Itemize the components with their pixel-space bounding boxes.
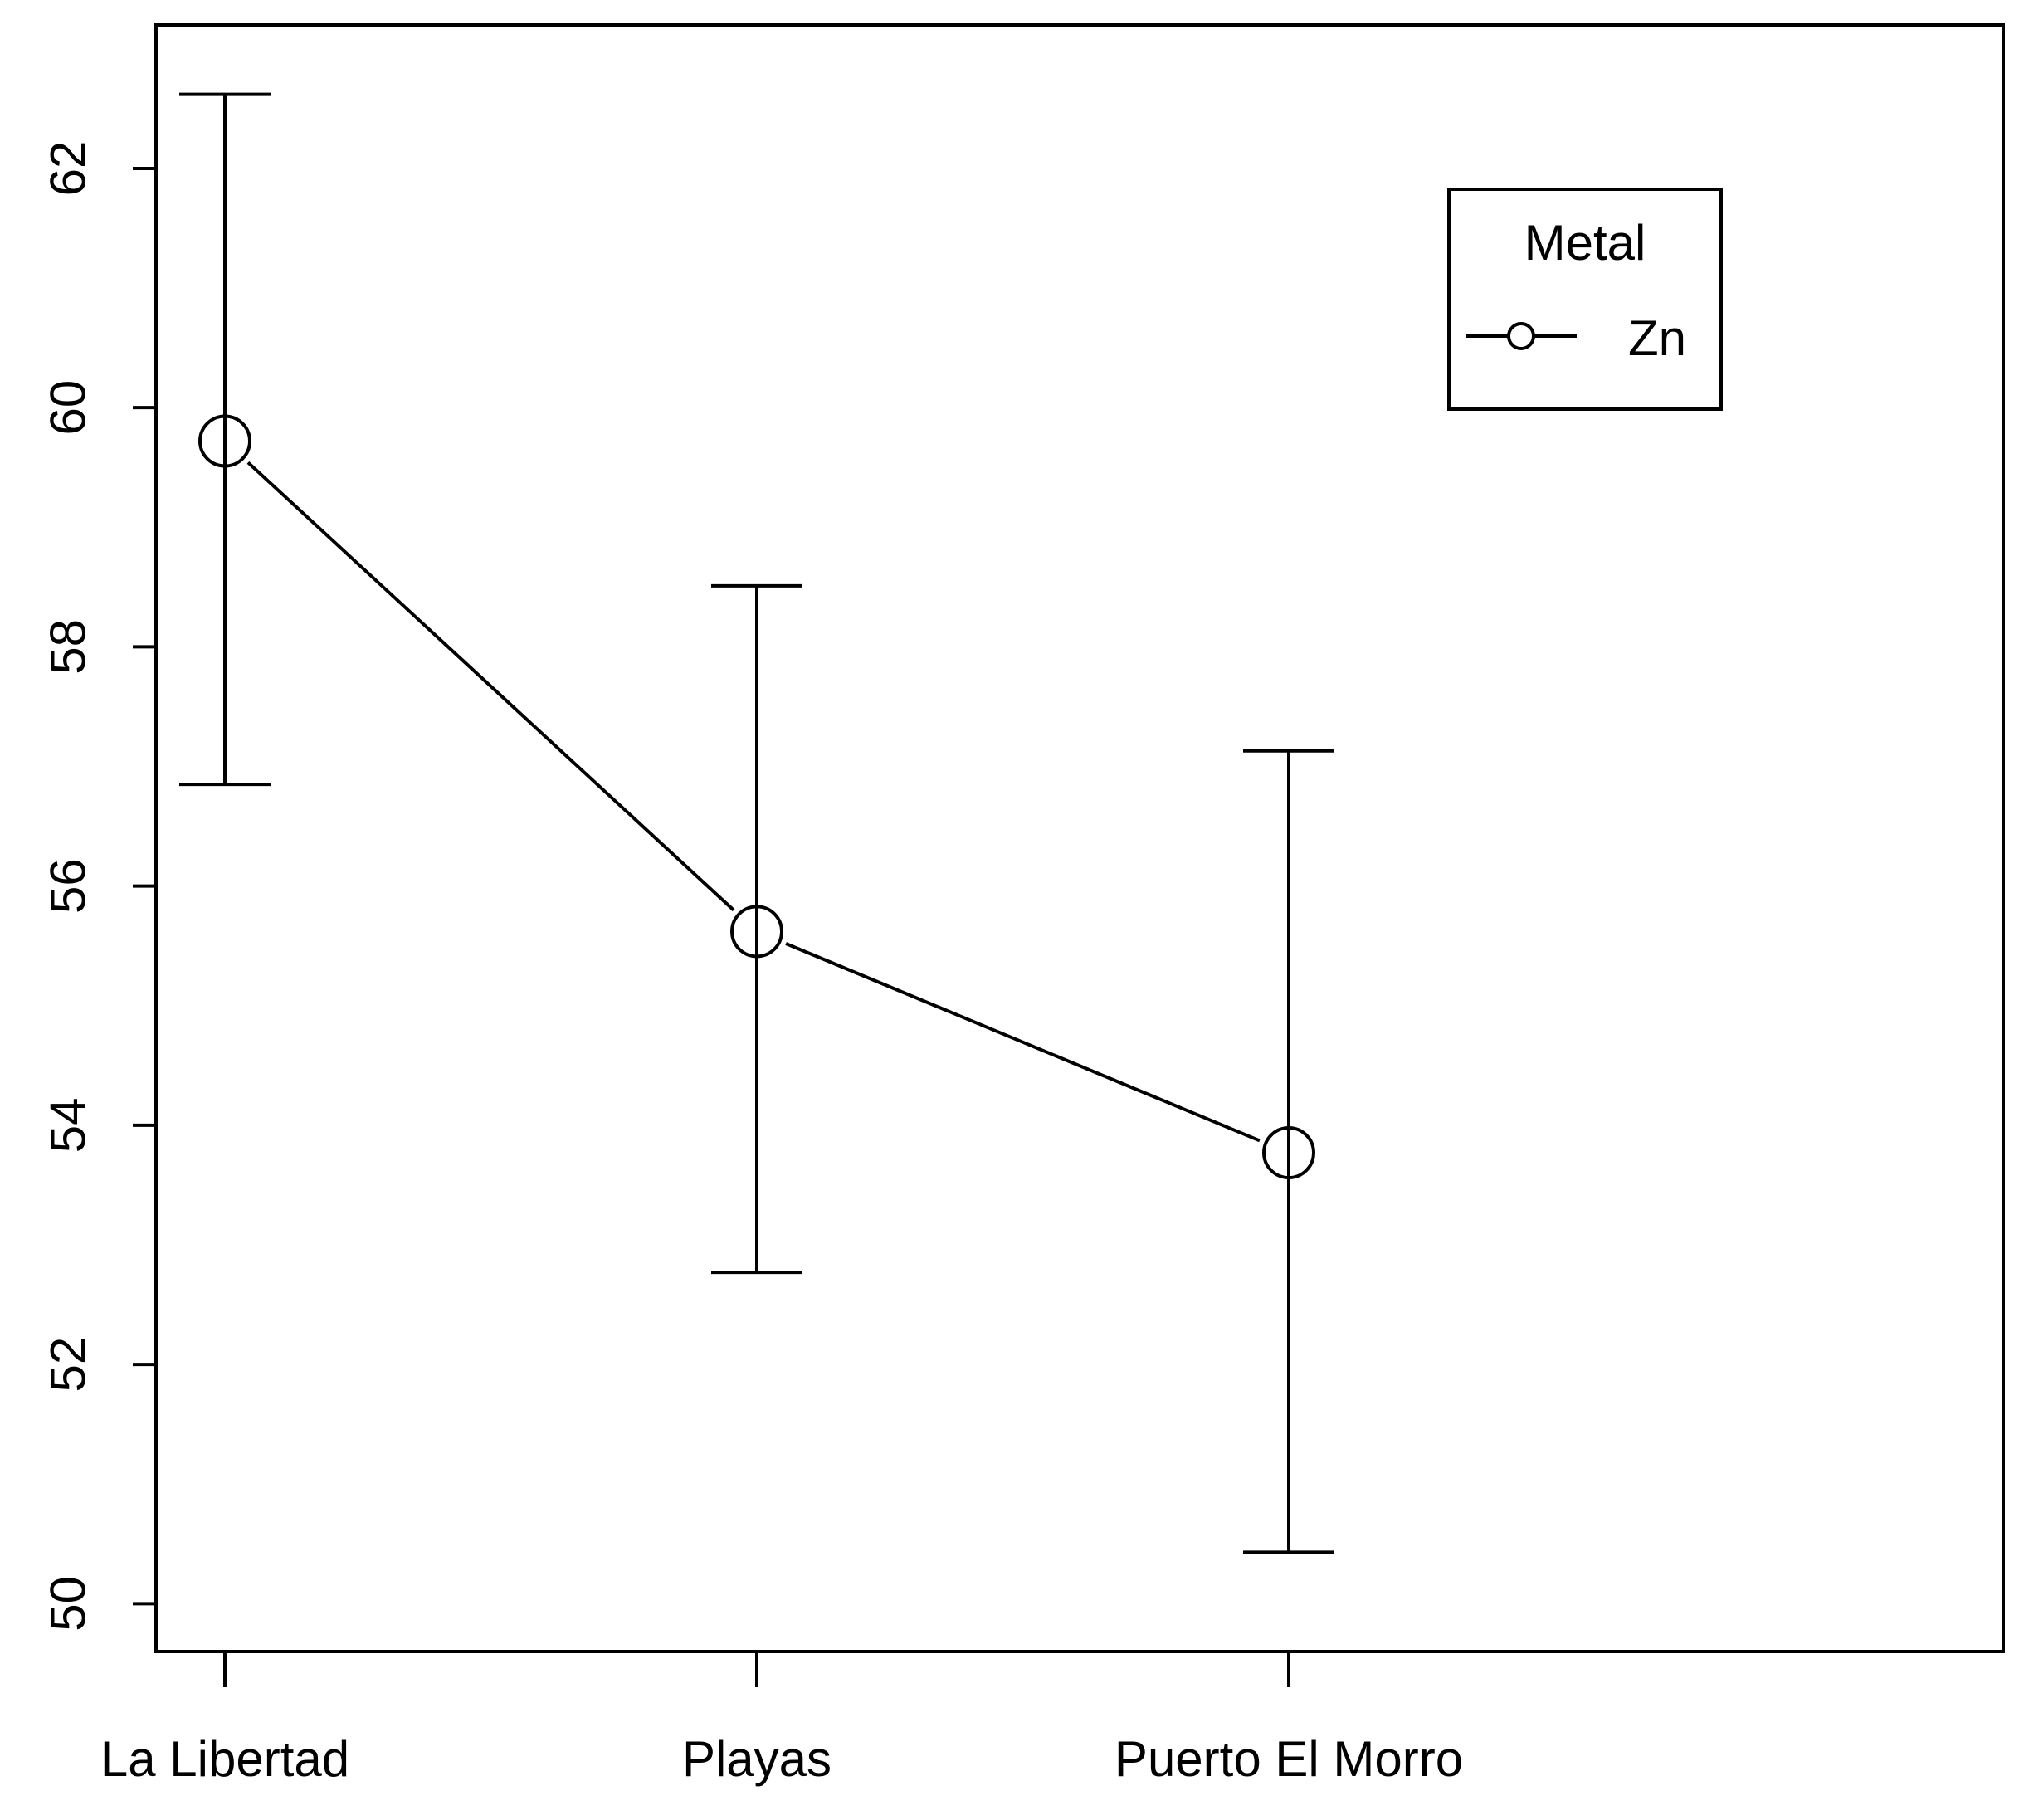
- y-tick-label-58: 58: [41, 619, 96, 675]
- data-point-2: [1262, 1126, 1315, 1180]
- x-tick-label-2: Puerto El Morro: [1114, 1731, 1463, 1787]
- legend-title: Metal: [1524, 215, 1646, 271]
- series-line-segment-0: [246, 461, 735, 912]
- plot-frame: [154, 23, 2005, 1653]
- x-tick-label-0: La Libertad: [100, 1731, 349, 1787]
- legend: Metal Zn: [1447, 188, 1723, 411]
- legend-box: [1447, 188, 1723, 411]
- series-zn: [179, 92, 1334, 1554]
- y-tick-label-52: 52: [41, 1337, 96, 1393]
- y-axis: 50 52 54 56 58 60 62: [41, 141, 156, 1632]
- y-tick-label-62: 62: [41, 141, 96, 197]
- y-tick-label-54: 54: [41, 1098, 96, 1154]
- x-axis: La Libertad Playas Puerto El Morro: [100, 1652, 1463, 1787]
- y-tick-label-56: 56: [41, 858, 96, 914]
- data-point-1: [730, 905, 783, 959]
- series-line-segment-1: [785, 942, 1261, 1143]
- legend-marker-swatch: [1507, 322, 1535, 350]
- data-point-0: [198, 414, 251, 468]
- x-tick-label-1: Playas: [682, 1731, 832, 1787]
- legend-label-zn: Zn: [1628, 310, 1686, 366]
- y-tick-label-60: 60: [41, 380, 96, 436]
- y-tick-label-50: 50: [41, 1576, 96, 1632]
